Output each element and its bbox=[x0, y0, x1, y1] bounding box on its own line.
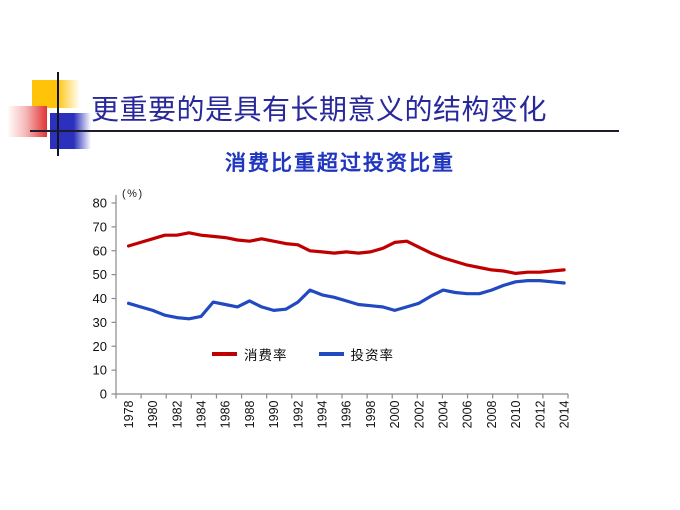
svg-text:1978: 1978 bbox=[122, 400, 136, 428]
svg-text:2008: 2008 bbox=[485, 400, 499, 428]
legend-item-consumption: 消费率 bbox=[212, 344, 288, 364]
svg-text:60: 60 bbox=[93, 243, 107, 258]
svg-text:2010: 2010 bbox=[509, 400, 523, 428]
svg-text:1986: 1986 bbox=[219, 400, 233, 428]
svg-text:2012: 2012 bbox=[533, 400, 547, 428]
svg-text:1990: 1990 bbox=[267, 400, 281, 428]
svg-text:1992: 1992 bbox=[291, 400, 305, 428]
svg-text:50: 50 bbox=[93, 267, 107, 282]
svg-text:1982: 1982 bbox=[170, 400, 184, 428]
svg-text:0: 0 bbox=[100, 387, 107, 402]
chart-legend: 消费率 投资率 bbox=[212, 344, 394, 364]
svg-text:2006: 2006 bbox=[461, 400, 475, 428]
svg-text:1984: 1984 bbox=[194, 400, 208, 428]
svg-text:1988: 1988 bbox=[243, 400, 257, 428]
logo-red-square bbox=[8, 106, 47, 137]
logo-yellow-square bbox=[32, 80, 80, 108]
svg-text:1980: 1980 bbox=[146, 400, 160, 428]
svg-text:1996: 1996 bbox=[340, 400, 354, 428]
svg-text:30: 30 bbox=[93, 315, 107, 330]
svg-text:70: 70 bbox=[93, 219, 107, 234]
svg-text:1998: 1998 bbox=[364, 400, 378, 428]
svg-text:(%): (%) bbox=[122, 188, 144, 200]
svg-text:80: 80 bbox=[93, 196, 107, 211]
chart-title: 消费比重超过投资比重 bbox=[225, 152, 455, 175]
svg-text:2004: 2004 bbox=[436, 400, 450, 428]
svg-text:1994: 1994 bbox=[315, 400, 329, 428]
consumption-line-swatch bbox=[212, 352, 237, 356]
svg-text:2002: 2002 bbox=[412, 400, 426, 428]
svg-text:2000: 2000 bbox=[388, 400, 402, 428]
slide-title: 更重要的是具有长期意义的结构变化 bbox=[91, 93, 548, 126]
svg-text:2014: 2014 bbox=[557, 400, 571, 428]
consumption-legend-label: 消费率 bbox=[244, 348, 288, 363]
svg-text:40: 40 bbox=[93, 291, 107, 306]
svg-text:20: 20 bbox=[93, 339, 107, 354]
legend-item-investment: 投资率 bbox=[318, 344, 395, 364]
title-underline bbox=[30, 130, 619, 132]
investment-line-swatch bbox=[318, 352, 344, 356]
svg-text:10: 10 bbox=[93, 363, 107, 378]
logo-vertical-line bbox=[57, 72, 59, 156]
investment-legend-label: 投资率 bbox=[350, 348, 394, 363]
